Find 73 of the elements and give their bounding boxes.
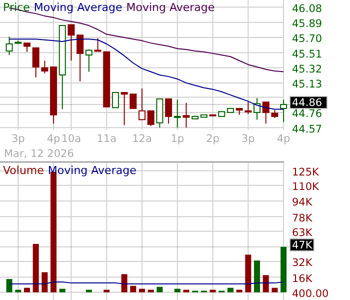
candlestick	[94, 38, 102, 52]
y-tick-label: 46.08	[292, 2, 322, 15]
x-tick-label: 3p	[241, 133, 256, 145]
y-tick-label: 45.51	[292, 48, 322, 60]
y-tick-label: 63K	[292, 226, 314, 239]
text: Moving Average	[48, 164, 137, 177]
y-tick-label: 45.32	[292, 63, 322, 76]
candlestick	[41, 60, 48, 74]
y-tick-label: 44.76	[292, 108, 322, 120]
bar	[174, 288, 180, 292]
x-tick-label: 2p	[206, 133, 220, 145]
x-tick-label: 4p	[46, 133, 61, 145]
bar	[24, 288, 30, 292]
candlestick	[244, 102, 252, 115]
x-tick-label: 1p	[170, 133, 184, 145]
candlestick	[32, 47, 40, 78]
bar	[59, 288, 66, 292]
bar	[6, 279, 12, 292]
x-tick-label: 4p	[276, 133, 291, 145]
bar	[236, 290, 242, 292]
bar	[280, 246, 287, 292]
y-tick-label: 125K	[292, 166, 320, 178]
candlestick	[68, 24, 75, 62]
ref-line-label: 44.86	[292, 97, 322, 110]
y-tick-label: 78K	[292, 212, 314, 224]
bar	[254, 260, 260, 292]
y-tick-label: 32K	[292, 257, 314, 270]
bar	[15, 290, 22, 292]
candlestick	[165, 98, 172, 124]
candlestick	[174, 99, 181, 128]
bar	[130, 286, 136, 292]
y-tick-label: 44.57	[292, 123, 322, 136]
bar	[139, 288, 145, 292]
candlestick	[138, 88, 146, 120]
series-label: Volume	[3, 164, 44, 177]
candlestick	[85, 48, 92, 72]
y-tick-label: 45.89	[292, 18, 322, 30]
bar	[262, 275, 269, 292]
text: Price	[3, 1, 30, 14]
candlestick	[262, 102, 270, 124]
bar	[104, 290, 110, 292]
y-tick-label: 400.00	[292, 288, 329, 300]
bar	[183, 290, 190, 292]
x-tick-label: 12a	[132, 133, 152, 145]
bar	[42, 272, 48, 292]
candlestick	[280, 99, 288, 123]
bar	[272, 288, 278, 292]
bar	[121, 274, 128, 292]
x-tick-label: 10a	[61, 133, 82, 145]
text: Moving Average	[34, 1, 122, 14]
y-tick-label: 94K	[292, 196, 314, 209]
y-tick-label: 45.13	[292, 78, 322, 91]
candlestick	[156, 98, 164, 128]
text: Mar, 12 2026	[4, 148, 74, 160]
bar	[227, 288, 234, 292]
candlestick	[182, 102, 190, 128]
x-tick-label: 11a	[96, 133, 117, 145]
bar	[32, 244, 39, 292]
ref-line-label: 47K	[292, 240, 314, 252]
bar	[148, 290, 154, 292]
text: Moving Average	[126, 1, 215, 14]
bar	[156, 286, 163, 292]
candlestick	[76, 34, 84, 82]
x-tick-label: 3p	[11, 133, 26, 145]
candlestick	[112, 92, 119, 108]
candlestick	[254, 98, 261, 120]
bar	[210, 290, 216, 292]
bar	[86, 290, 92, 292]
y-tick-label: 45.70	[292, 33, 322, 46]
candlestick	[147, 110, 154, 127]
y-tick-label: 110K	[292, 181, 320, 194]
bar	[245, 254, 252, 292]
y-tick-label: 16K	[292, 272, 314, 285]
